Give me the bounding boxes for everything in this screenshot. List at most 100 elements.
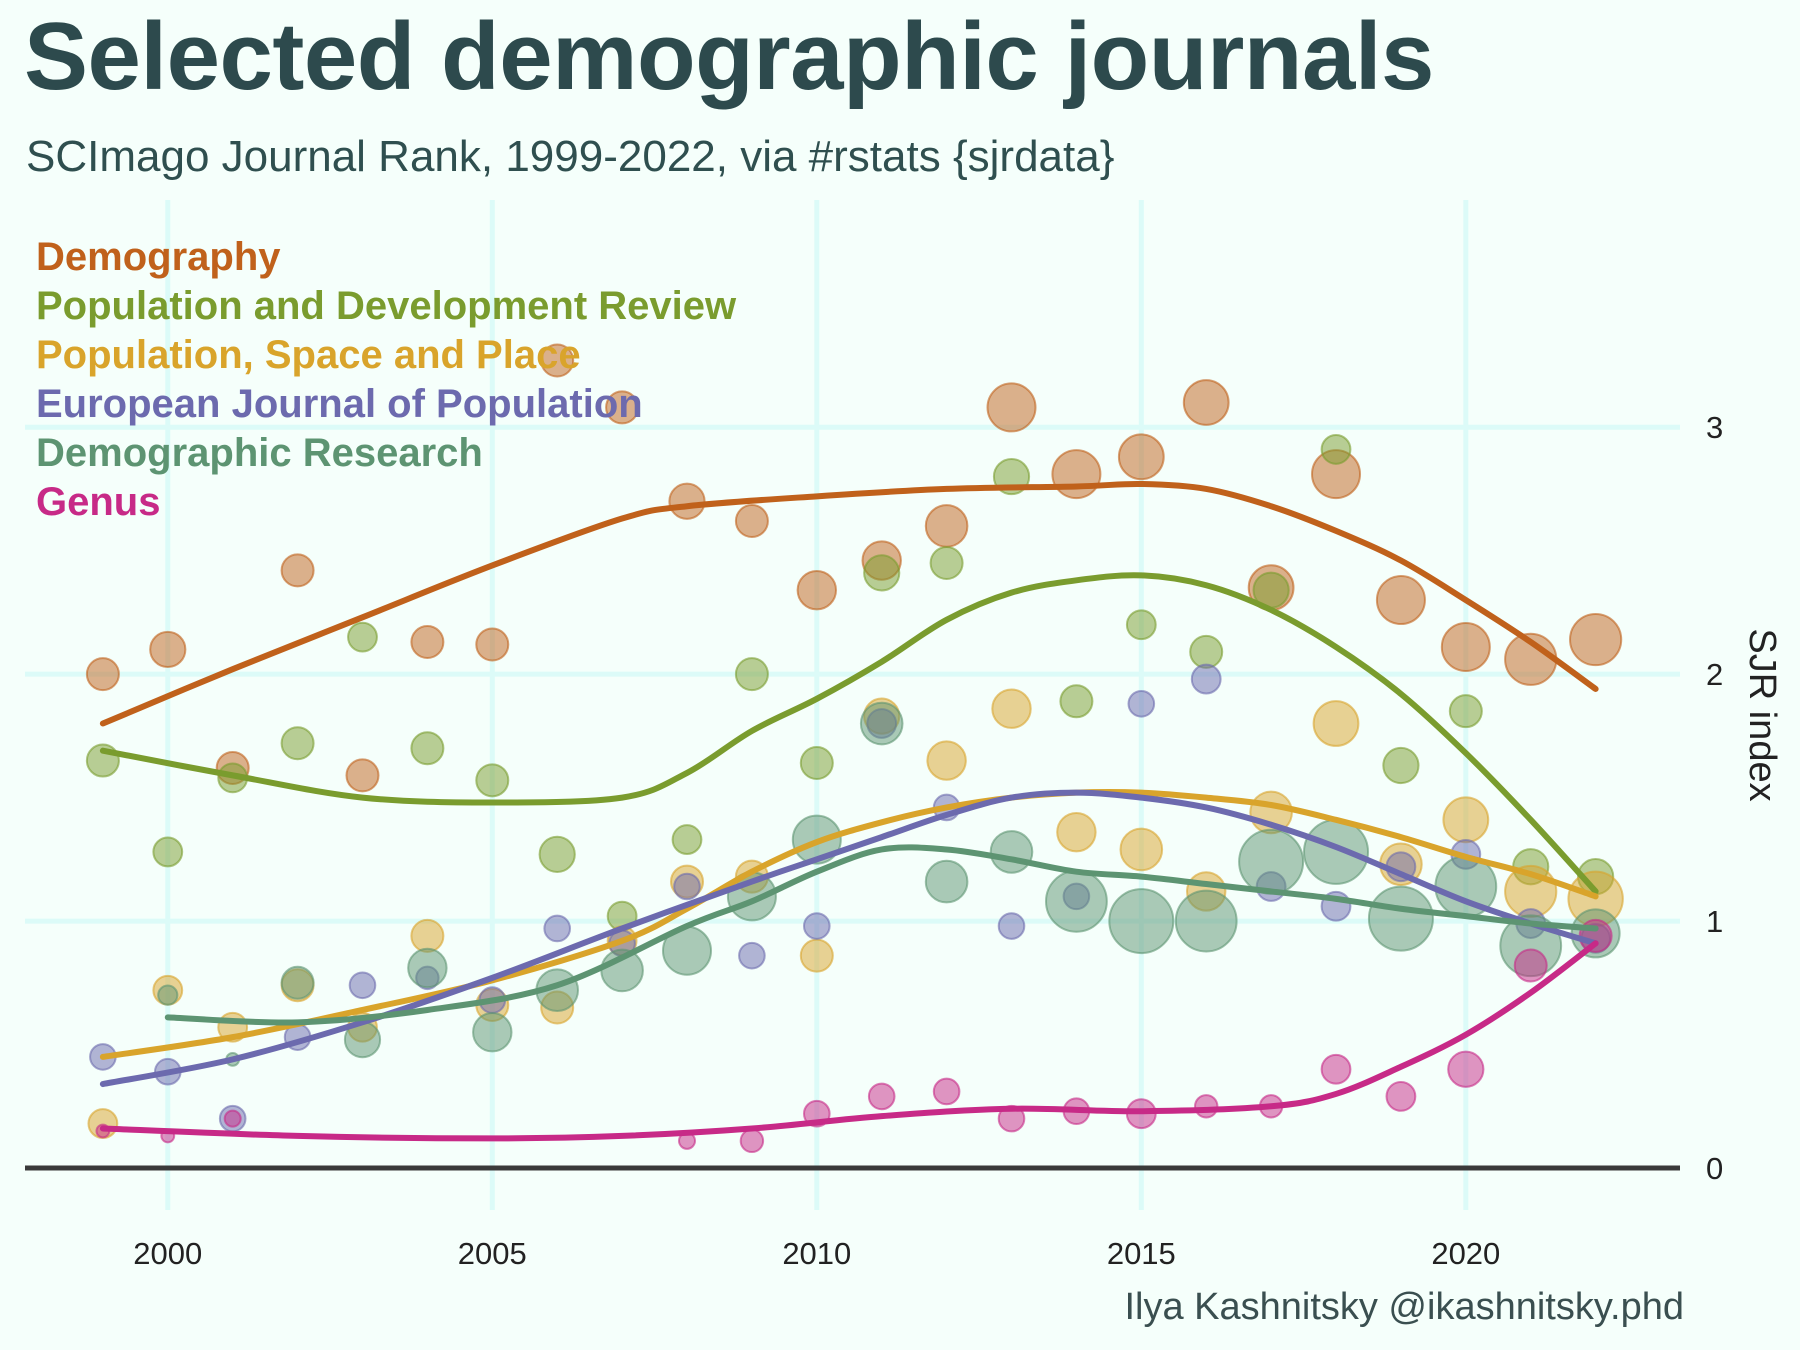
point-0-2020 [1440,621,1491,672]
point-2-2010 [799,938,834,973]
point-1-2004 [410,731,445,766]
point-5-2019 [1385,1081,1417,1112]
point-0-2022 [1569,612,1623,667]
point-0-2012 [924,504,969,548]
author-credit: Ilya Kashnitsky @ikashnitsky.phd [1124,1286,1684,1328]
x-tick-label-2005: 2005 [458,1236,527,1271]
point-5-2011 [867,1082,896,1111]
point-0-2010 [796,569,838,611]
point-4-2004 [407,947,448,989]
point-5-2018 [1320,1053,1352,1085]
point-1-2020 [1448,694,1483,729]
point-1-2016 [1189,634,1224,669]
chart-title: Selected demographic journals [24,3,1434,110]
point-1-2006 [538,835,576,874]
point-0-2005 [475,627,510,662]
point-4-2013 [989,830,1034,874]
point-4-2002 [280,965,315,1000]
point-2-2014 [1056,811,1097,853]
point-3-2003 [348,971,377,1000]
trend-lines [99,480,1599,1142]
x-tick-label-2020: 2020 [1431,1236,1500,1271]
point-0-2007 [605,390,640,425]
point-1-2015 [1125,609,1157,641]
point-1-2002 [280,726,315,761]
point-4-2011 [859,701,904,746]
legend-item-3: European Journal of Population [36,382,643,426]
legend-item-0: Demography [36,235,281,279]
y-axis-title: SJR index [1741,628,1783,801]
y-tick-label-2: 2 [1706,657,1723,692]
point-5-2020 [1447,1050,1485,1088]
point-1-2003 [347,621,378,653]
point-5-2001 [223,1109,242,1128]
point-1-2018 [1320,434,1352,465]
point-5-2012 [932,1077,961,1106]
point-0-2016 [1182,379,1230,426]
point-5-2009 [739,1128,765,1154]
point-4-2016 [1174,889,1238,953]
point-3-2009 [738,941,766,970]
trend-line-1 [99,572,1599,895]
trend-line-5 [99,940,1599,1142]
y-tick-label-3: 3 [1706,410,1723,445]
point-2-2012 [926,740,967,781]
point-3-2010 [803,912,831,940]
grid-lines [25,200,1680,1210]
point-2-2015 [1119,827,1164,872]
point-0-2003 [345,758,380,793]
legend-item-4: Demographic Research [36,431,483,475]
point-4-2018 [1303,818,1370,885]
trend-line-3 [99,789,1599,1088]
point-1-2000 [152,836,184,868]
point-4-2005 [472,1012,513,1053]
point-1-2012 [929,546,964,581]
y-tick-label-1: 1 [1706,904,1723,939]
point-0-2002 [280,553,315,588]
point-0-2006 [540,343,575,378]
point-0-2000 [149,630,187,669]
point-0-2013 [986,382,1037,433]
point-4-2014 [1045,869,1108,933]
point-4-2012 [924,859,969,904]
point-3-2016 [1190,663,1222,695]
point-4-2015 [1108,888,1175,955]
point-0-2015 [1117,433,1165,481]
point-5-2016 [1194,1094,1219,1119]
trend-line-0 [99,480,1599,727]
point-1-2010 [799,746,834,781]
point-1-2009 [734,657,769,692]
legend: Demography Population and Development Rev… [36,235,737,524]
point-2-2018 [1312,700,1360,747]
point-1-2019 [1382,746,1420,785]
axes: 2000 2005 2010 2015 2020 0 1 2 3 SJR index [25,410,1783,1271]
chart-subtitle: SCImago Journal Rank, 1999-2022, via #rs… [26,132,1115,181]
x-tick-label-2010: 2010 [782,1236,851,1271]
point-1-2005 [475,763,510,798]
point-5-2021 [1513,948,1548,983]
point-0-2014 [1051,449,1102,500]
point-4-2019 [1367,885,1434,952]
legend-item-5: Genus [36,480,160,524]
point-3-2008 [673,872,701,901]
point-1-2011 [863,554,901,592]
point-3-2006 [543,914,571,943]
point-3-2013 [997,912,1026,940]
legend-item-1: Population and Development Review [36,284,737,328]
x-tick-label-2015: 2015 [1107,1236,1176,1271]
point-4-2000 [157,984,179,1006]
point-0-2008 [668,482,706,520]
point-0-2019 [1375,575,1426,626]
point-2-2020 [1442,796,1490,844]
point-0-1999 [85,657,120,692]
point-3-2015 [1127,689,1156,718]
point-2-2013 [991,688,1032,729]
point-1-2008 [671,824,703,855]
point-1-2014 [1059,684,1094,719]
point-0-2004 [410,625,445,660]
x-tick-label-2000: 2000 [133,1236,202,1271]
point-4-2017 [1238,828,1305,895]
point-0-2009 [734,504,769,539]
trend-line-4 [164,844,1599,1026]
